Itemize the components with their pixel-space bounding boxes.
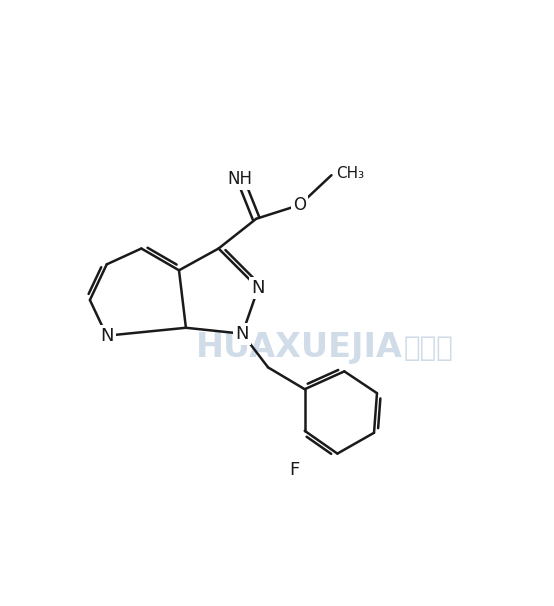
Text: N: N	[235, 325, 249, 343]
Text: N: N	[100, 327, 114, 345]
Text: N: N	[252, 279, 265, 297]
Text: F: F	[290, 461, 300, 479]
Text: CH₃: CH₃	[336, 165, 365, 181]
Text: HUAXUEJIA: HUAXUEJIA	[196, 331, 403, 364]
Text: 化学加: 化学加	[403, 333, 453, 362]
Text: O: O	[293, 196, 306, 214]
Text: NH: NH	[228, 170, 253, 188]
